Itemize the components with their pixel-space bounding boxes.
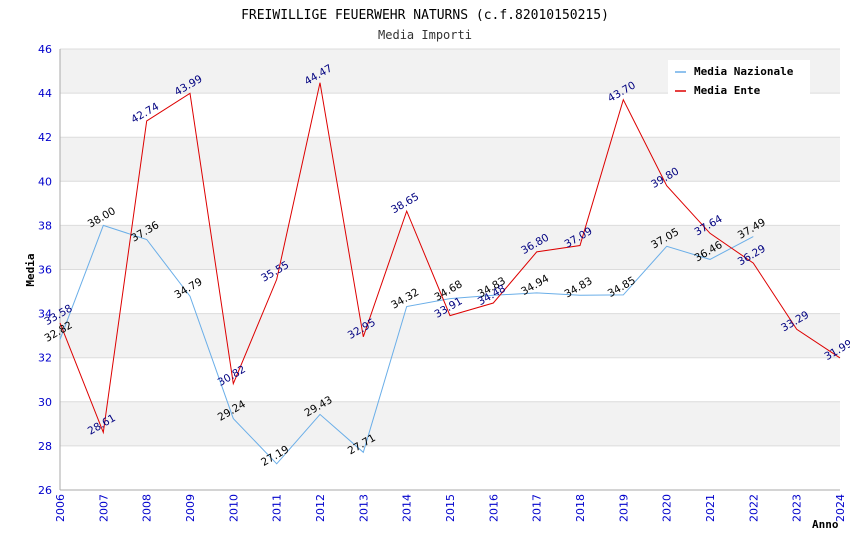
x-tick-label: 2008 [141,494,154,522]
y-tick-label: 32 [38,352,52,365]
y-tick-label: 26 [38,484,52,497]
y-tick-label: 40 [38,175,52,188]
x-tick-label: 2020 [661,494,674,522]
x-tick-label: 2018 [574,494,587,522]
background-band [60,181,840,226]
x-tick-label: 2016 [487,494,500,522]
x-tick-labels: 2006 2007 2008 2009 2010 2011 2012 2013 2014 2015… [54,494,847,522]
y-tick-labels: 26 28 30 32 34 36 38 40 42 44 46 [38,43,52,497]
legend-label-nazionale: Media Nazionale [694,65,794,78]
chart-subtitle: Media Importi [378,28,472,42]
x-tick-label: 2015 [444,494,457,522]
x-tick-label: 2007 [97,494,110,522]
background-band [60,313,840,358]
background-band [60,269,840,314]
y-tick-label: 46 [38,43,52,56]
background-band [60,357,840,402]
legend: Media Nazionale Media Ente [668,60,810,100]
y-tick-label: 34 [38,308,52,321]
legend-box [668,60,810,100]
background-band [60,137,840,182]
x-tick-label: 2012 [314,494,327,522]
x-tick-label: 2023 [791,494,804,522]
x-tick-label: 2019 [617,494,630,522]
y-tick-label: 42 [38,131,52,144]
x-tick-label: 2021 [704,494,717,522]
x-tick-label: 2017 [531,494,544,522]
x-tick-label: 2022 [747,494,760,522]
x-tick-label: 2014 [401,494,414,522]
x-tick-label: 2009 [184,494,197,522]
x-tick-label: 2010 [227,494,240,522]
y-tick-label: 30 [38,396,52,409]
series-line-ente [59,82,841,435]
y-tick-label: 28 [38,440,52,453]
x-tick-label: 2013 [357,494,370,522]
background-band [60,93,840,138]
series-lines [59,82,841,465]
chart-title: FREIWILLIGE FEUERWEHR NATURNS (c.f.82010… [241,8,609,23]
y-axis-title: Media [24,253,37,286]
background-bands [60,49,840,490]
x-tick-label: 2024 [834,494,847,522]
y-tick-label: 36 [38,264,52,277]
y-tick-label: 38 [38,219,52,232]
background-band [60,401,840,446]
x-tick-label: 2006 [54,494,67,522]
x-tick-label: 2011 [271,494,284,522]
legend-label-ente: Media Ente [694,84,761,97]
background-band [60,445,840,490]
x-axis-title: Anno [812,518,839,531]
series-line-nazionale [59,224,754,465]
y-tick-label: 44 [38,87,52,100]
